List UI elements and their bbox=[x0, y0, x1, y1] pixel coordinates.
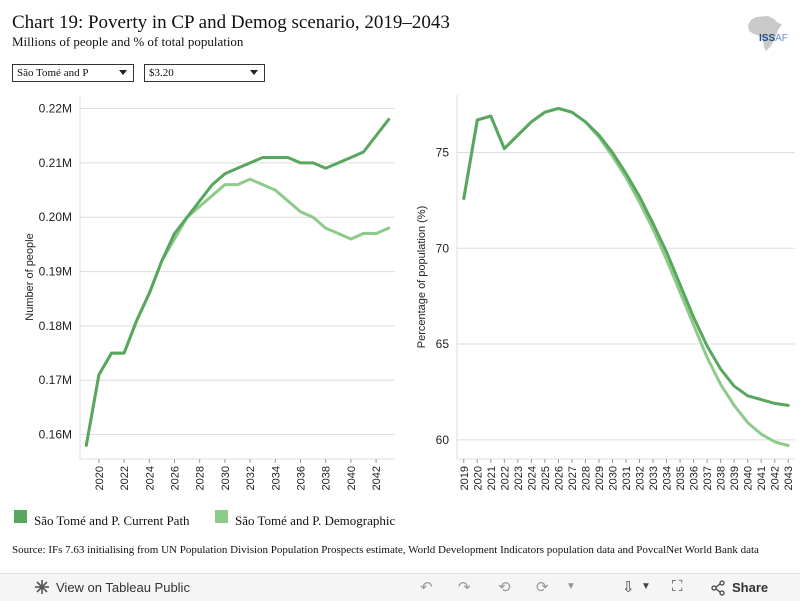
y-tick-label: 0.19M bbox=[39, 265, 72, 279]
x-tick-label: 2035 bbox=[675, 466, 687, 490]
y-tick-label: 70 bbox=[436, 241, 450, 255]
refresh-icon[interactable]: ⟳ bbox=[536, 579, 549, 596]
y-tick-label: 0.18M bbox=[39, 319, 72, 333]
chevron-down-icon bbox=[250, 70, 258, 75]
tableau-logo-icon bbox=[35, 580, 49, 594]
x-tick-label: 2042 bbox=[371, 466, 383, 490]
x-tick-label: 2024 bbox=[144, 466, 156, 490]
redo-icon[interactable]: ↷ bbox=[458, 579, 471, 596]
x-tick-label: 2030 bbox=[220, 466, 232, 490]
legend-label-current-path: São Tomé and P. Current Path bbox=[34, 513, 190, 528]
y-tick-label: 75 bbox=[436, 145, 450, 159]
revert-icon[interactable]: ⟲ bbox=[498, 579, 511, 596]
legend-label-demographic: São Tomé and P. Demographic bbox=[235, 513, 396, 528]
x-tick-label: 2032 bbox=[635, 466, 647, 490]
x-tick-label: 2025 bbox=[540, 466, 552, 490]
y-tick-label: 0.17M bbox=[39, 373, 72, 387]
source-note: Source: IFs 7.63 initialising from UN Po… bbox=[12, 544, 759, 556]
series-line-current-path bbox=[84, 117, 391, 447]
x-tick-label: 2036 bbox=[296, 466, 308, 490]
x-tick-label: 2020 bbox=[94, 466, 106, 490]
undo-icon[interactable]: ↶ bbox=[420, 579, 433, 596]
y-tick-label: 0.21M bbox=[39, 156, 72, 170]
x-tick-label: 2032 bbox=[245, 466, 257, 490]
country-select[interactable]: São Tomé and P bbox=[12, 64, 134, 82]
chart-title: Chart 19: Poverty in CP and Demog scenar… bbox=[12, 12, 450, 33]
x-tick-label: 2041 bbox=[756, 466, 768, 490]
series-line-current-path bbox=[462, 106, 790, 407]
view-on-tableau-link[interactable]: View on Tableau Public bbox=[56, 580, 190, 595]
x-tick-label: 2038 bbox=[716, 466, 728, 490]
x-tick-label: 2022 bbox=[119, 466, 131, 490]
tableau-toolbar: View on Tableau Public ↶ ↷ ⟲ ⟳ ▼ ⇩ ▼ ⛶ S… bbox=[0, 573, 800, 601]
x-tick-label: 2036 bbox=[689, 466, 701, 490]
x-tick-label: 2031 bbox=[621, 466, 633, 490]
x-tick-label: 2043 bbox=[783, 466, 795, 490]
download-dropdown-icon[interactable]: ▼ bbox=[641, 581, 651, 592]
x-tick-label: 2033 bbox=[648, 466, 660, 490]
chart-subtitle: Millions of people and % of total popula… bbox=[12, 34, 244, 49]
x-tick-label: 2028 bbox=[195, 466, 207, 490]
x-tick-label: 2022 bbox=[499, 466, 511, 490]
x-tick-label: 2037 bbox=[702, 466, 714, 490]
x-tick-label: 2024 bbox=[526, 466, 538, 490]
y-axis-label: Percentage of population (%) bbox=[416, 206, 428, 348]
x-tick-label: 2029 bbox=[594, 466, 606, 490]
y-tick-label: 0.20M bbox=[39, 210, 72, 224]
x-tick-label: 2021 bbox=[486, 466, 498, 490]
share-button[interactable]: Share bbox=[732, 580, 769, 595]
y-tick-label: 60 bbox=[436, 433, 450, 447]
x-tick-label: 2026 bbox=[170, 466, 182, 490]
series-line-demographic bbox=[84, 177, 391, 447]
refresh-dropdown-icon[interactable]: ▼ bbox=[566, 581, 576, 592]
x-tick-label: 2030 bbox=[607, 466, 619, 490]
fullscreen-icon[interactable]: ⛶ bbox=[672, 578, 683, 595]
x-tick-label: 2023 bbox=[513, 466, 525, 490]
logo-text-main: ISS bbox=[759, 33, 776, 44]
legend-swatch-demographic bbox=[215, 510, 228, 523]
x-tick-label: 2034 bbox=[662, 466, 674, 490]
chevron-down-icon bbox=[119, 70, 127, 75]
y-tick-label: 0.22M bbox=[39, 102, 72, 116]
x-tick-label: 2034 bbox=[270, 466, 282, 490]
country-select-value: São Tomé and P bbox=[17, 67, 89, 79]
share-icon[interactable] bbox=[710, 580, 726, 596]
logo-text-suffix: AF bbox=[775, 33, 788, 44]
x-tick-label: 2019 bbox=[459, 466, 471, 490]
legend: São Tomé and P. Current Path São Tomé an… bbox=[14, 509, 414, 529]
issaf-logo: ISSAF bbox=[759, 33, 788, 44]
y-tick-label: 65 bbox=[436, 337, 450, 351]
x-tick-label: 2028 bbox=[580, 466, 592, 490]
legend-swatch-current-path bbox=[14, 510, 27, 523]
poverty-line-select[interactable]: $3.20 bbox=[144, 64, 265, 82]
x-tick-label: 2038 bbox=[321, 466, 333, 490]
x-tick-label: 2040 bbox=[346, 466, 358, 490]
series-line-demographic bbox=[462, 106, 790, 448]
x-tick-label: 2039 bbox=[729, 466, 741, 490]
x-tick-label: 2042 bbox=[770, 466, 782, 490]
x-tick-label: 2026 bbox=[553, 466, 565, 490]
africa-map-icon bbox=[748, 16, 782, 51]
x-tick-label: 2040 bbox=[743, 466, 755, 490]
x-tick-label: 2020 bbox=[472, 466, 484, 490]
poverty-line-select-value: $3.20 bbox=[149, 67, 174, 79]
y-tick-label: 0.16M bbox=[39, 428, 72, 442]
x-tick-label: 2027 bbox=[567, 466, 579, 490]
y-axis-label: Number of people bbox=[24, 233, 36, 320]
download-icon[interactable]: ⇩ bbox=[622, 579, 635, 596]
